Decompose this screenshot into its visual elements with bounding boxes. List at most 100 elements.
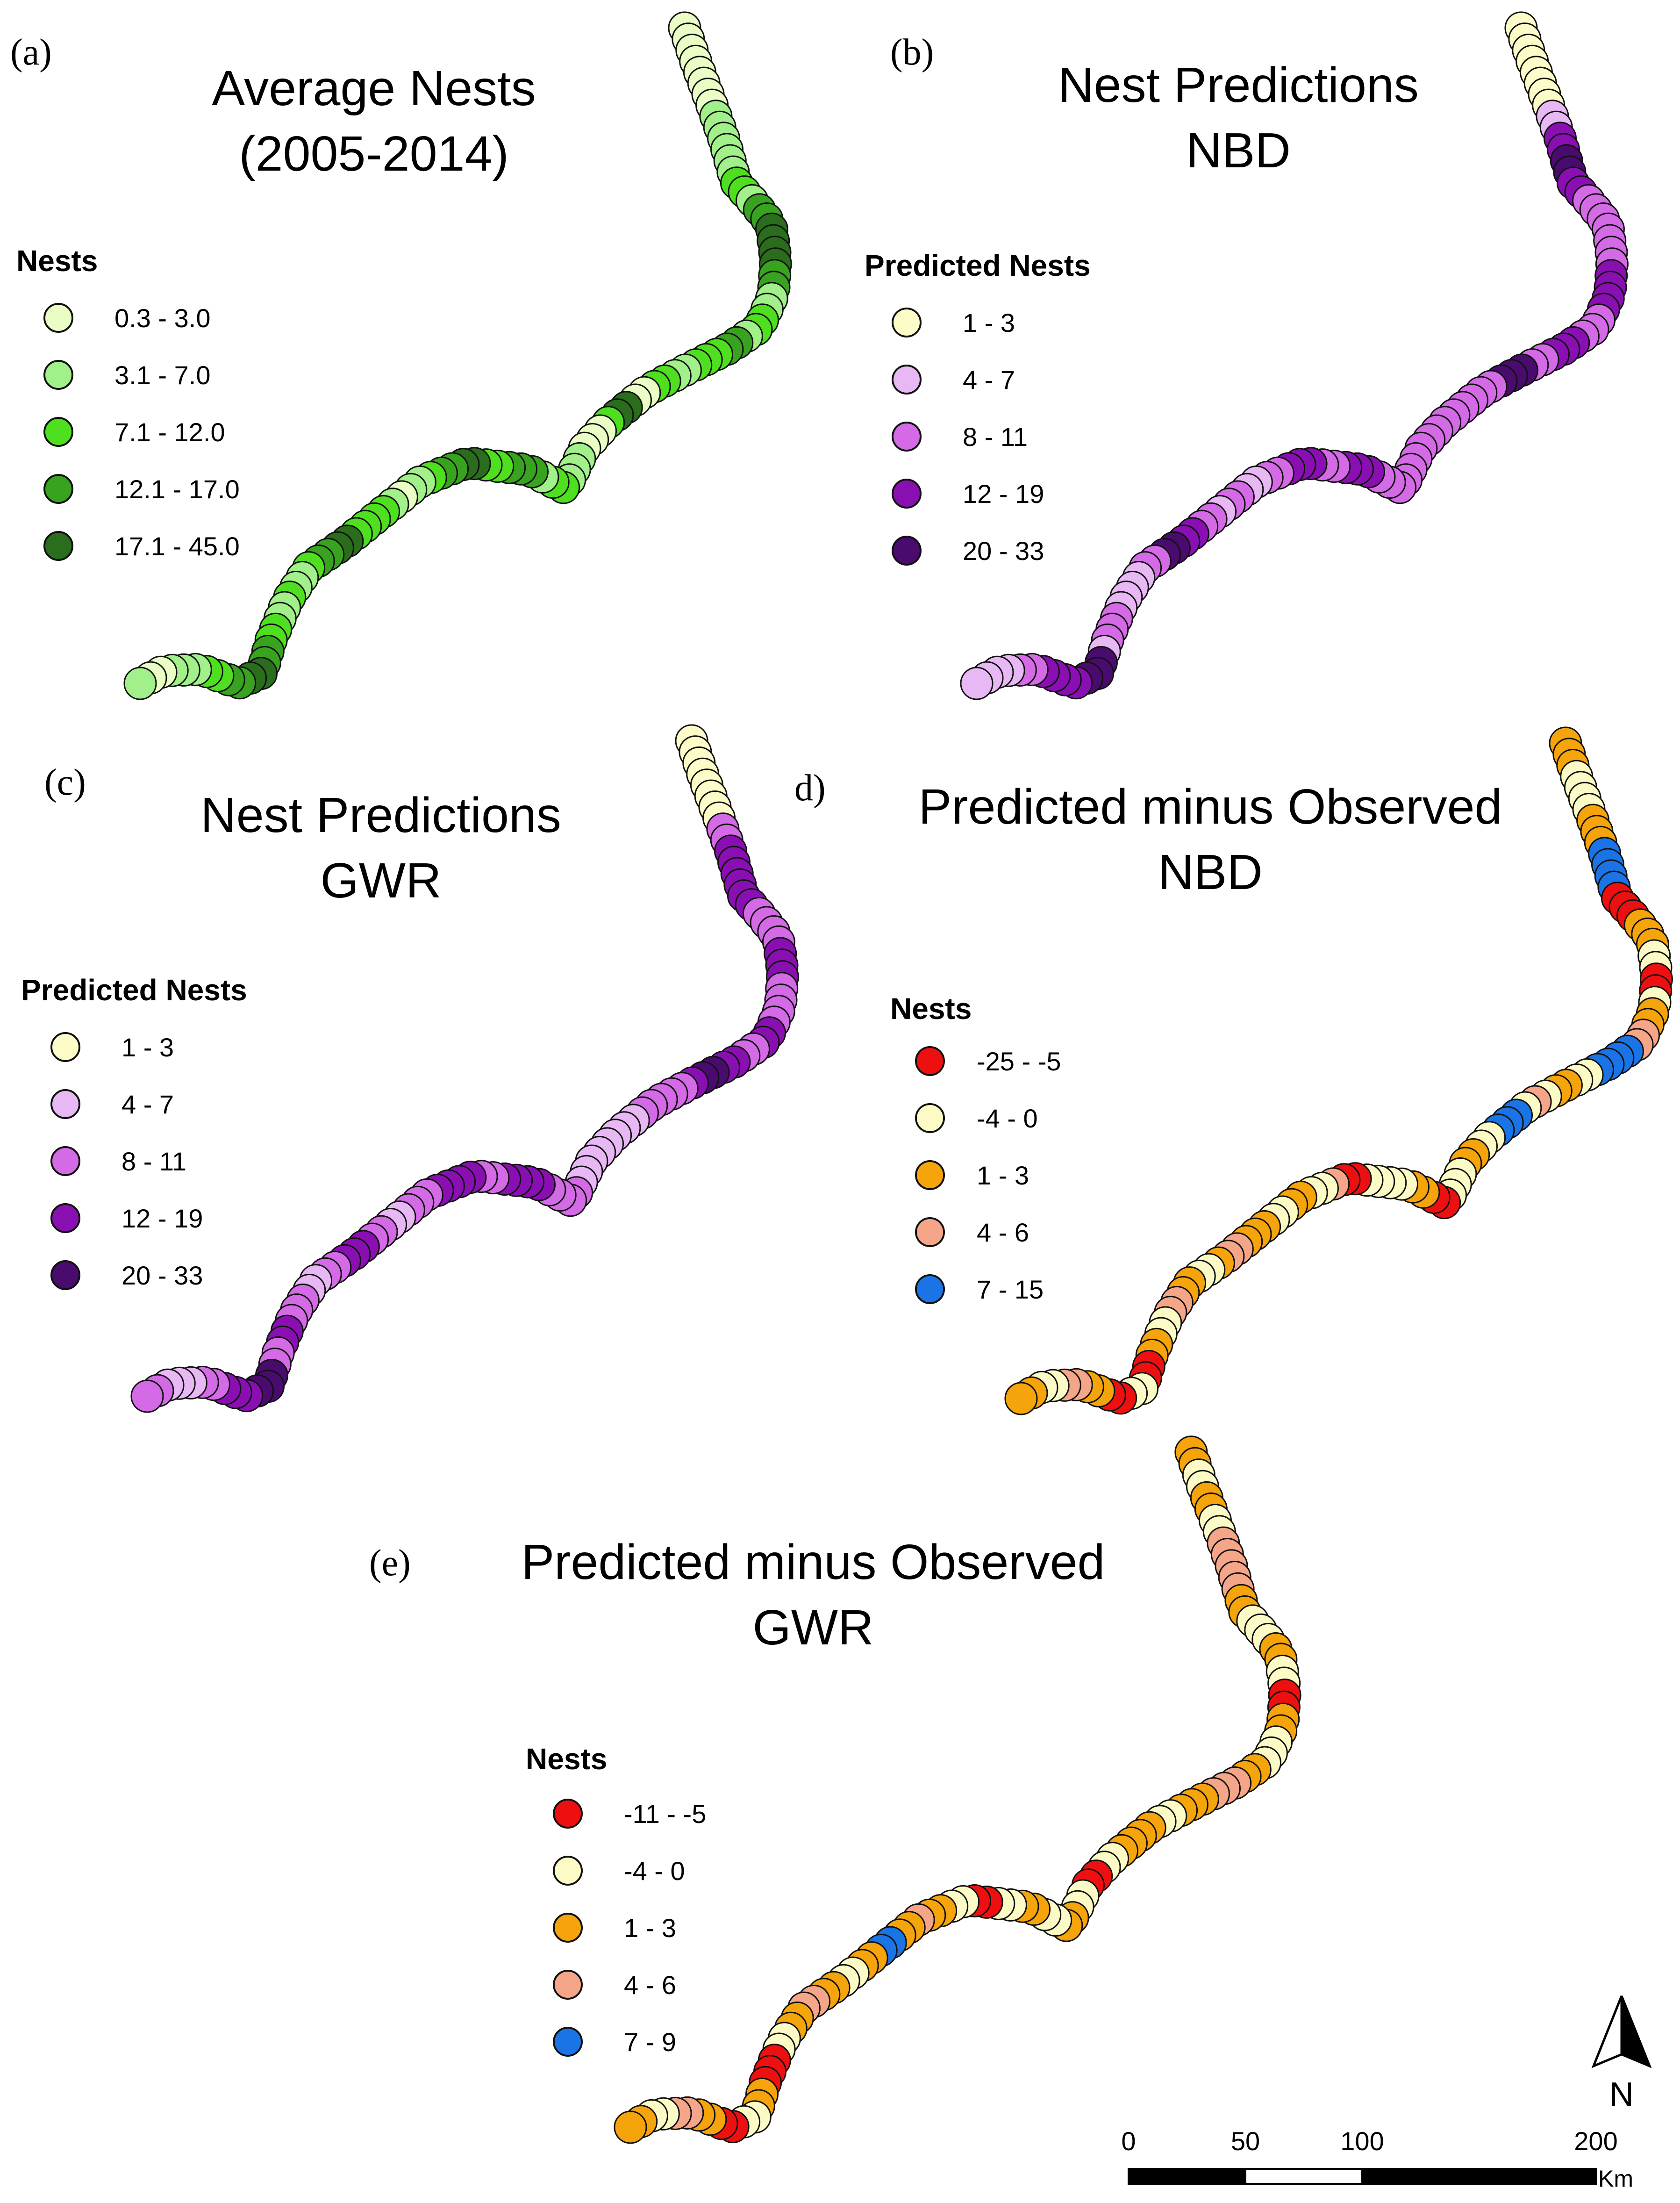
panel-a-title-line2: (2005-2014) xyxy=(239,126,509,181)
panel-b-legend-swatch-2 xyxy=(892,365,922,395)
panel-a-legend-swatch-4 xyxy=(43,474,73,504)
panel-b-site-marker xyxy=(960,667,994,700)
panel-a-letter: (a) xyxy=(10,32,52,73)
panel-c-legend-swatch-1 xyxy=(50,1032,80,1062)
panel-a-legend-label-3: 7.1 - 12.0 xyxy=(114,417,225,447)
panel-a-legend-title: Nests xyxy=(16,244,98,278)
panel-d-legend-swatch-1 xyxy=(915,1046,945,1076)
panel-c-legend-swatch-4 xyxy=(50,1203,80,1233)
scale-bar-segment-2 xyxy=(1244,2168,1363,2185)
panel-c-legend-label-3: 8 - 11 xyxy=(122,1147,186,1176)
panel-c: (c) Nest Predictions GWR Predicted Nests… xyxy=(21,724,799,1413)
panel-b-title-line1: Nest Predictions xyxy=(1058,57,1419,113)
panel-a-legend-swatch-5 xyxy=(43,531,73,561)
panel-e-title-line1: Predicted minus Observed xyxy=(521,1535,1105,1590)
panel-b-title-line2: NBD xyxy=(1186,123,1291,178)
panel-a-legend-label-5: 17.1 - 45.0 xyxy=(114,531,240,561)
panel-c-sites xyxy=(130,724,799,1413)
panel-a-legend-label-1: 0.3 - 3.0 xyxy=(114,303,210,333)
panel-b-letter: (b) xyxy=(890,32,934,73)
panel-d-legend-swatch-4 xyxy=(915,1217,945,1247)
panel-a-legend-swatch-1 xyxy=(43,303,73,333)
panel-e-site-marker xyxy=(614,2110,647,2144)
scale-bar-segment-3 xyxy=(1361,2168,1597,2185)
panel-d-sites xyxy=(1004,726,1673,1415)
panel-c-legend-title: Predicted Nests xyxy=(21,973,247,1007)
scale-bar-tick-50: 50 xyxy=(1231,2126,1260,2156)
panel-e-legend-swatch-1 xyxy=(553,1799,583,1829)
panel-c-site-marker xyxy=(130,1379,164,1413)
panel-b-legend-label-3: 8 - 11 xyxy=(963,422,1028,452)
panel-c-legend: 1 - 3 4 - 7 8 - 11 12 - 19 20 - 33 xyxy=(50,1032,203,1290)
panel-e-legend-swatch-3 xyxy=(553,1913,583,1943)
panel-b-legend-label-5: 20 - 33 xyxy=(963,536,1044,566)
scale-bar: 0 50 100 200 Km xyxy=(1121,2126,1633,2192)
panel-c-title-line2: GWR xyxy=(320,853,441,908)
panel-b-legend-swatch-1 xyxy=(892,308,922,337)
north-arrow-right-half xyxy=(1620,1995,1652,2068)
panel-d-title-line1: Predicted minus Observed xyxy=(918,779,1502,834)
panel-b-legend-swatch-3 xyxy=(892,422,922,452)
panel-b-legend-label-4: 12 - 19 xyxy=(963,479,1044,509)
panel-e: (e) Predicted minus Observed GWR Nests -… xyxy=(369,1435,1301,2144)
panel-a-legend: 0.3 - 3.0 3.1 - 7.0 7.1 - 12.0 12.1 - 17.0 1… xyxy=(43,303,240,561)
scale-bar-tick-100: 100 xyxy=(1340,2126,1384,2156)
panel-c-legend-label-1: 1 - 3 xyxy=(122,1033,174,1062)
panel-c-legend-swatch-2 xyxy=(50,1089,80,1119)
north-arrow: N xyxy=(1591,1995,1652,2113)
panel-d-legend-label-5: 7 - 15 xyxy=(977,1275,1044,1304)
panel-d-legend-label-1: -25 - -5 xyxy=(977,1047,1061,1076)
panel-e-legend-swatch-5 xyxy=(553,2027,583,2057)
panel-a-legend-label-4: 12.1 - 17.0 xyxy=(114,474,240,504)
panel-d-legend-swatch-5 xyxy=(915,1274,945,1304)
scale-bar-tick-0: 0 xyxy=(1121,2126,1136,2156)
scale-bar-tick-200: 200 xyxy=(1574,2126,1617,2156)
panel-c-legend-swatch-3 xyxy=(50,1146,80,1176)
panel-e-sites xyxy=(614,1435,1301,2144)
panel-b: (b) Nest Predictions NBD Predicted Nests… xyxy=(865,11,1629,700)
panel-e-legend-label-2: -4 - 0 xyxy=(624,1856,685,1886)
panel-b-sites xyxy=(960,11,1629,700)
panel-d: d) Predicted minus Observed NBD Nests -2… xyxy=(794,726,1673,1415)
panel-c-legend-label-5: 20 - 33 xyxy=(122,1261,203,1290)
panel-d-site-marker xyxy=(1004,1382,1038,1415)
panel-d-legend-label-4: 4 - 6 xyxy=(977,1218,1029,1247)
panel-d-legend-label-2: -4 - 0 xyxy=(977,1104,1038,1133)
panel-d-title-line2: NBD xyxy=(1158,845,1263,900)
panel-e-legend-label-3: 1 - 3 xyxy=(624,1913,676,1943)
panel-c-legend-label-4: 12 - 19 xyxy=(122,1204,203,1233)
scale-bar-unit: Km xyxy=(1598,2166,1633,2192)
panel-e-legend: -11 - -5 -4 - 0 1 - 3 4 - 6 7 - 9 xyxy=(553,1799,706,2057)
panel-e-legend-title: Nests xyxy=(526,1742,607,1776)
panel-d-legend: -25 - -5 -4 - 0 1 - 3 4 - 6 7 - 15 xyxy=(915,1046,1061,1304)
panel-e-legend-label-1: -11 - -5 xyxy=(624,1799,706,1829)
panel-c-legend-label-2: 4 - 7 xyxy=(122,1090,174,1119)
panel-b-legend-label-2: 4 - 7 xyxy=(963,365,1015,395)
panel-a-site-marker xyxy=(123,667,157,700)
panel-e-legend-swatch-4 xyxy=(553,1970,583,2000)
panel-b-legend-swatch-4 xyxy=(892,479,922,509)
panel-e-title-line2: GWR xyxy=(752,1600,873,1655)
panel-a-legend-label-2: 3.1 - 7.0 xyxy=(114,360,210,390)
panel-e-legend-swatch-2 xyxy=(553,1856,583,1886)
panel-b-legend-title: Predicted Nests xyxy=(865,249,1091,282)
scale-bar-segment-1 xyxy=(1128,2168,1246,2185)
panel-b-legend-swatch-5 xyxy=(892,536,922,566)
panel-a-sites xyxy=(123,11,792,700)
panel-a-legend-swatch-3 xyxy=(43,417,73,447)
north-arrow-label: N xyxy=(1609,2076,1634,2113)
panel-e-letter: (e) xyxy=(369,1543,411,1584)
panel-e-legend-label-5: 7 - 9 xyxy=(624,2027,676,2057)
panel-a-title-line1: Average Nests xyxy=(212,61,536,116)
panel-d-legend-swatch-3 xyxy=(915,1160,945,1190)
panel-a-legend-swatch-2 xyxy=(43,360,73,390)
panel-d-letter: d) xyxy=(794,768,826,809)
panel-e-legend-label-4: 4 - 6 xyxy=(624,1970,676,2000)
panel-c-legend-swatch-5 xyxy=(50,1260,80,1290)
panel-c-letter: (c) xyxy=(44,762,86,803)
panel-d-legend-swatch-2 xyxy=(915,1103,945,1133)
panel-b-legend: 1 - 3 4 - 7 8 - 11 12 - 19 20 - 33 xyxy=(892,308,1044,566)
panel-d-legend-label-3: 1 - 3 xyxy=(977,1161,1029,1190)
